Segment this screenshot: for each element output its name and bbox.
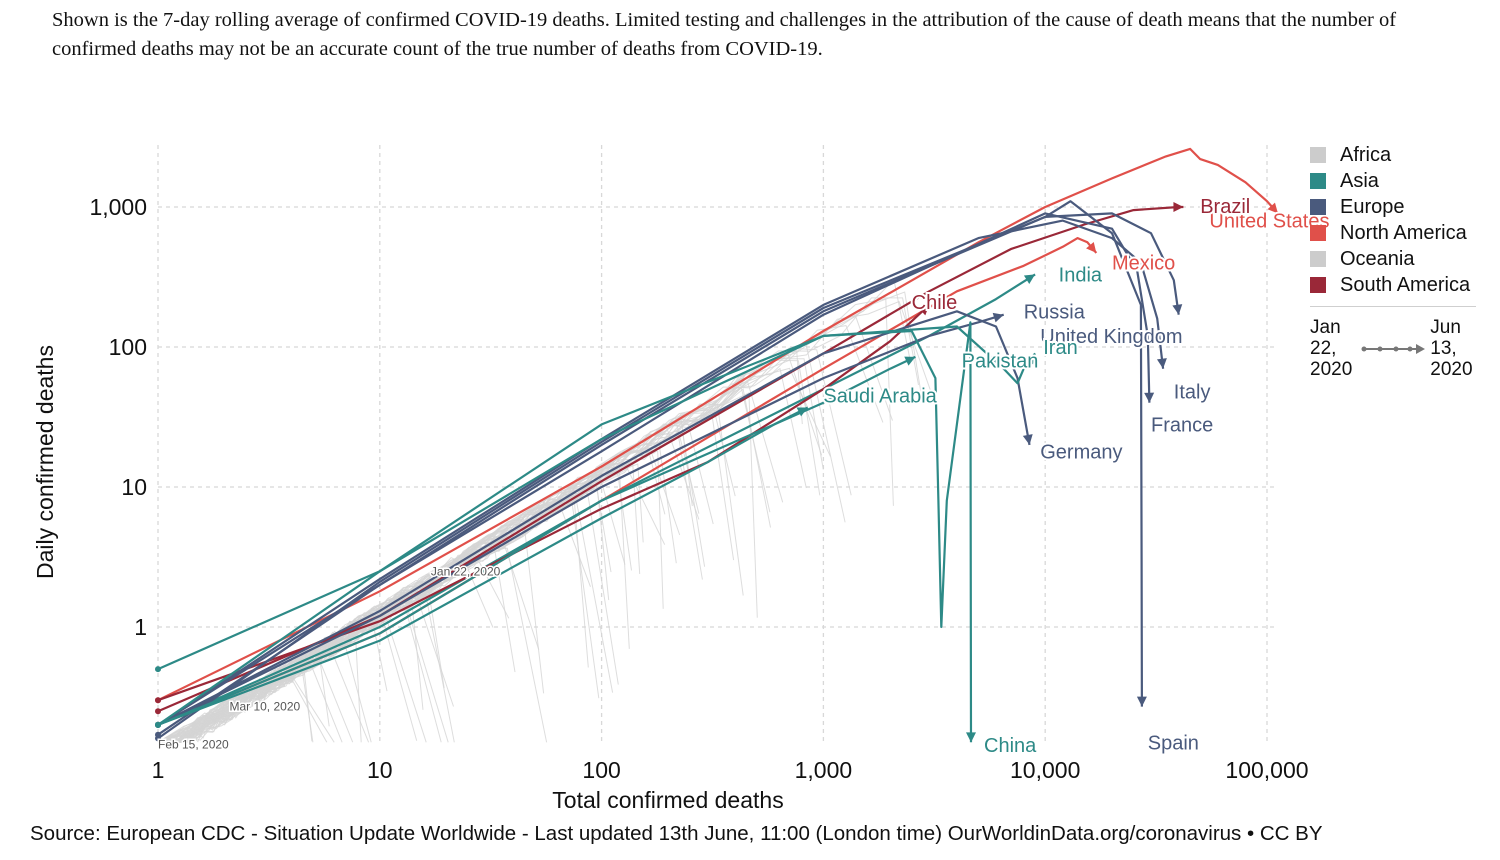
x-tick-label: 10 — [367, 757, 393, 783]
legend-swatch — [1310, 173, 1326, 189]
series-start-dot — [155, 666, 161, 673]
series-line-pakistan — [157, 355, 916, 726]
chart-subtitle: Shown is the 7-day rolling average of co… — [52, 9, 1397, 60]
legend-swatch — [1310, 147, 1326, 163]
series-line-russia — [157, 313, 1005, 726]
legend-label: North America — [1340, 221, 1467, 244]
legend-label: Asia — [1340, 169, 1379, 192]
legend-swatch — [1310, 251, 1326, 267]
legend-item-south-america[interactable]: South America — [1310, 272, 1490, 298]
series-arrow-icon — [992, 312, 1004, 323]
country-label-china: China — [984, 735, 1037, 757]
series-line-brazil — [157, 205, 1184, 713]
y-tick-label: 10 — [121, 474, 147, 500]
x-axis-ticks: 1 10 100 1,000 10,000 100,000 — [152, 757, 1309, 783]
country-label-spain: Spain — [1148, 732, 1199, 754]
series-line-spain — [157, 200, 1143, 740]
x-tick-label: 1 — [152, 757, 165, 783]
country-label-pakistan: Pakistan — [962, 351, 1039, 373]
series-arrow-icon — [1025, 353, 1036, 365]
country-label-brazil: Brazil — [1200, 196, 1250, 218]
legend-swatch — [1310, 225, 1326, 241]
legend-swatch — [1310, 199, 1326, 215]
legend-item-europe[interactable]: Europe — [1310, 194, 1490, 220]
series-line-iran — [157, 325, 1036, 671]
country-label-mexico: Mexico — [1112, 253, 1175, 275]
series-arrow-icon — [1022, 434, 1033, 445]
series-line-china — [157, 321, 973, 743]
y-tick-label: 100 — [109, 334, 147, 360]
legend-separator — [1310, 306, 1476, 307]
time-legend: Jan 22, 2020 Jun 13, 2020 — [1310, 317, 1490, 380]
legend-item-oceania[interactable]: Oceania — [1310, 246, 1490, 272]
date-annotation: Feb 15, 2020 — [158, 737, 229, 751]
grid — [157, 145, 1275, 745]
country-label-france: France — [1151, 414, 1213, 436]
country-label-saudi-arabia: Saudi Arabia — [823, 386, 937, 408]
series-arrow-icon — [1136, 696, 1147, 707]
legend-item-north-america[interactable]: North America — [1310, 220, 1490, 246]
series-start-dot — [155, 697, 161, 704]
legend-item-africa[interactable]: Africa — [1310, 142, 1490, 168]
legend-swatch — [1310, 277, 1326, 293]
y-tick-label: 1,000 — [89, 194, 147, 220]
x-tick-label: 100,000 — [1225, 757, 1308, 783]
series-line-united-states — [157, 147, 1279, 702]
series-arrow-icon — [1023, 274, 1036, 284]
legend-label: Europe — [1340, 195, 1405, 218]
series-arrow-icon — [796, 407, 808, 417]
series-arrow-icon — [904, 356, 916, 366]
legend-label: Africa — [1340, 143, 1392, 166]
series-arrow-icon — [1156, 358, 1167, 369]
series-start-dot — [155, 708, 161, 715]
series-start-dot — [155, 721, 161, 728]
series-arrow-icon — [918, 304, 930, 316]
series-arrow-icon — [1173, 202, 1184, 212]
date-annotations: Jan 22, 2020 Mar 10, 2020 Feb 15, 2020 — [157, 563, 503, 753]
time-legend-start: Jan 22, 2020 — [1310, 317, 1353, 380]
series-arrow-icon — [1144, 392, 1155, 403]
country-label-germany: Germany — [1040, 441, 1122, 463]
series-lines — [155, 147, 1279, 743]
legend-label: South America — [1340, 273, 1471, 296]
date-annotation: Jan 22, 2020 — [431, 564, 501, 578]
series-arrow-icon — [1172, 304, 1183, 315]
country-label-united-kingdom: United Kingdom — [1040, 326, 1182, 348]
time-legend-end: Jun 13, 2020 — [1430, 317, 1473, 380]
series-arrow-icon — [966, 732, 977, 743]
country-label-iran: Iran — [1043, 337, 1077, 359]
y-axis-ticks: 1 10 100 1,000 — [89, 194, 147, 640]
legend-item-asia[interactable]: Asia — [1310, 168, 1490, 194]
series-arrow-icon — [1086, 242, 1097, 253]
y-axis-title: Daily confirmed deaths — [32, 345, 58, 579]
country-label-russia: Russia — [1024, 301, 1086, 323]
series-line-france — [157, 212, 1151, 736]
x-tick-label: 1,000 — [795, 757, 853, 783]
series-start-dot — [155, 735, 161, 742]
x-tick-label: 10,000 — [1010, 757, 1080, 783]
series-line-italy — [157, 219, 1165, 726]
y-tick-label: 1 — [134, 614, 147, 640]
date-annotation: Mar 10, 2020 — [229, 700, 300, 714]
country-label-india: India — [1059, 264, 1103, 286]
time-arrow-icon — [1361, 343, 1426, 354]
source-note: Source: European CDC - Situation Update … — [30, 822, 1323, 845]
series-line-saudi-arabia — [157, 406, 809, 726]
country-label-italy: Italy — [1174, 382, 1211, 404]
series-arrow-icon — [1267, 202, 1278, 214]
legend-label: Oceania — [1340, 247, 1415, 270]
x-tick-label: 100 — [582, 757, 620, 783]
legend: Africa Asia Europe North America Oceania Sout… — [1310, 142, 1490, 380]
x-axis-title: Total confirmed deaths — [552, 787, 783, 813]
country-label-chile: Chile — [912, 292, 958, 314]
